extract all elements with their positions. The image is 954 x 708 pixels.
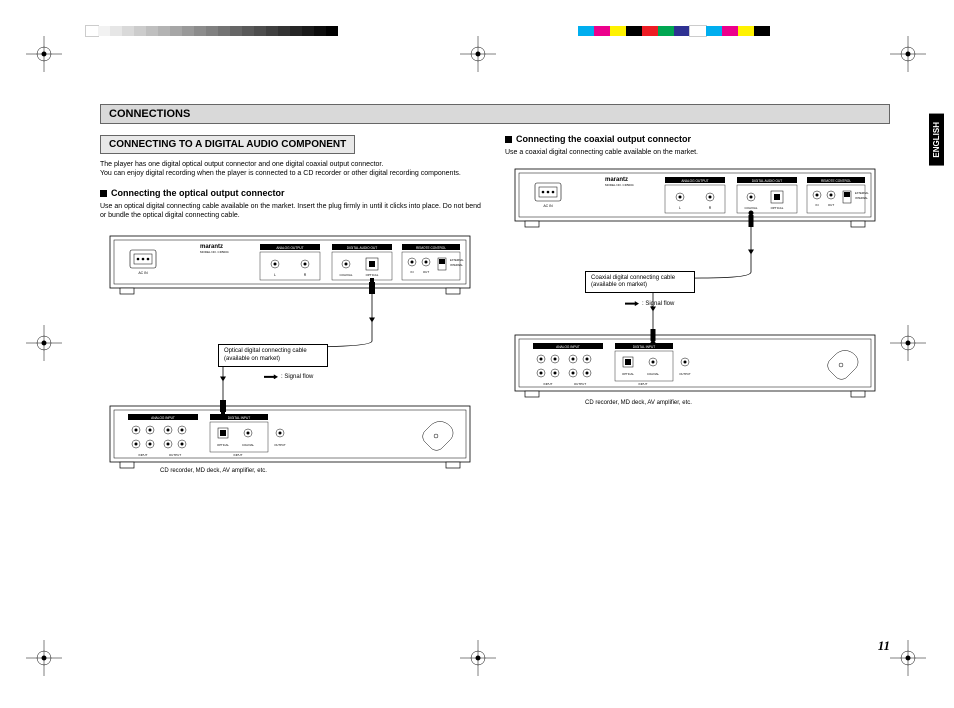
left-h3: Connecting the optical output connector: [100, 188, 485, 198]
svg-text:EXTERNAL: EXTERNAL: [450, 258, 464, 262]
svg-text:OUTPUT: OUTPUT: [679, 372, 691, 376]
svg-text:OUT: OUT: [828, 203, 835, 207]
svg-text:INPUT: INPUT: [234, 453, 243, 457]
right-device-caption: CD recorder, MD deck, AV amplifier, etc.: [585, 400, 692, 406]
svg-text:OUTPUT: OUTPUT: [274, 443, 286, 447]
svg-text:REMOTE CONTROL: REMOTE CONTROL: [416, 246, 446, 250]
svg-text:OPTICAL: OPTICAL: [217, 443, 229, 447]
page-content: ENGLISH CONNECTIONS CONNECTING TO A DIGI…: [100, 104, 890, 624]
signal-flow-label-left: : Signal flow: [264, 374, 313, 380]
subsection-heading: CONNECTING TO A DIGITAL AUDIO COMPONENT: [100, 135, 355, 154]
svg-text:ANALOG INPUT: ANALOG INPUT: [151, 416, 175, 420]
svg-text:COAXIAL: COAXIAL: [242, 443, 255, 447]
svg-text:L: L: [274, 273, 276, 277]
svg-text:MODEL NO. CD5004: MODEL NO. CD5004: [605, 183, 634, 187]
svg-text:OPTICAL: OPTICAL: [622, 372, 634, 376]
svg-text:COAXIAL: COAXIAL: [647, 372, 660, 376]
left-device-caption: CD recorder, MD deck, AV amplifier, etc.: [160, 468, 267, 474]
color-calibration-bar: [578, 26, 770, 36]
svg-text:INPUT: INPUT: [139, 453, 148, 457]
svg-text:ANALOG OUTPUT: ANALOG OUTPUT: [276, 246, 303, 250]
svg-text:EXTERNAL: EXTERNAL: [855, 191, 869, 195]
grayscale-calibration-bar: [86, 26, 338, 36]
svg-text:OUTPUT: OUTPUT: [574, 382, 587, 386]
svg-text:DIGITAL INPUT: DIGITAL INPUT: [228, 416, 251, 420]
svg-text:COAXIAL: COAXIAL: [744, 206, 757, 210]
svg-text:REMOTE CONTROL: REMOTE CONTROL: [821, 179, 851, 183]
svg-text:DIGITAL INPUT: DIGITAL INPUT: [633, 345, 656, 349]
svg-text:DIGITAL AUDIO OUT: DIGITAL AUDIO OUT: [347, 246, 378, 250]
svg-text:IN: IN: [411, 270, 414, 274]
page-number: 11: [878, 638, 890, 654]
svg-text:DIGITAL AUDIO OUT: DIGITAL AUDIO OUT: [752, 179, 783, 183]
svg-text:AC IN: AC IN: [138, 271, 148, 275]
left-body: Use an optical digital connecting cable …: [100, 202, 485, 220]
svg-text:INPUT: INPUT: [639, 382, 648, 386]
intro-text: The player has one digital optical outpu…: [100, 160, 485, 178]
signal-flow-label-right: : Signal flow: [625, 301, 674, 307]
svg-text:INTERNAL: INTERNAL: [855, 196, 868, 200]
svg-text:ANALOG INPUT: ANALOG INPUT: [556, 345, 580, 349]
svg-text:L: L: [679, 206, 681, 210]
svg-text:INTERNAL: INTERNAL: [450, 263, 463, 267]
language-tab: ENGLISH: [929, 114, 944, 166]
coaxial-cable-label: Coaxial digital connecting cable (availa…: [585, 271, 695, 293]
coaxial-connection-diagram: AC INmarantzMODEL NO. CD5004ANALOG OUTPU…: [505, 163, 885, 423]
svg-text:INPUT: INPUT: [544, 382, 553, 386]
section-heading: CONNECTIONS: [100, 104, 890, 124]
right-h3: Connecting the coaxial output connector: [505, 134, 890, 144]
left-diagram: AC INmarantzMODEL NO. CD5004ANALOG OUTPU…: [100, 226, 485, 486]
svg-text:MODEL NO. CD5004: MODEL NO. CD5004: [200, 250, 229, 254]
svg-text:IN: IN: [816, 203, 819, 207]
svg-text:OUT: OUT: [423, 270, 430, 274]
svg-text:COAXIAL: COAXIAL: [339, 273, 352, 277]
svg-text:OUTPUT: OUTPUT: [169, 453, 182, 457]
optical-cable-label: Optical digital connecting cable (availa…: [218, 344, 328, 366]
svg-text:OPTICAL: OPTICAL: [366, 273, 379, 277]
right-column: Connecting the coaxial output connector …: [505, 134, 890, 486]
svg-text:OPTICAL: OPTICAL: [771, 206, 784, 210]
left-column: CONNECTING TO A DIGITAL AUDIO COMPONENT …: [100, 134, 485, 486]
svg-text:AC IN: AC IN: [543, 204, 553, 208]
right-body: Use a coaxial digital connecting cable a…: [505, 148, 890, 157]
right-diagram: AC INmarantzMODEL NO. CD5004ANALOG OUTPU…: [505, 163, 890, 423]
svg-text:ANALOG OUTPUT: ANALOG OUTPUT: [681, 179, 708, 183]
